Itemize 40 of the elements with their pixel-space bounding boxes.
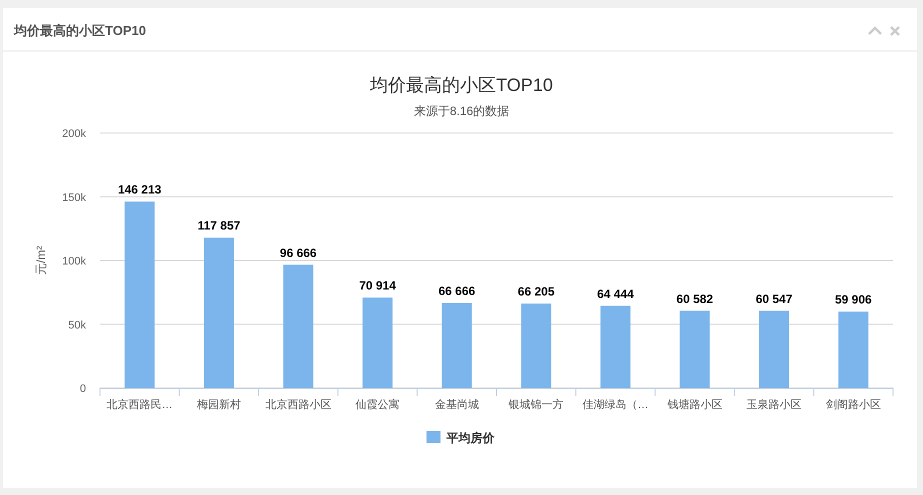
x-tick-label: 佳湖绿岛（… [582,399,648,411]
y-tick-label: 50k [68,319,86,332]
data-label: 59 906 [835,292,872,307]
data-label: 66 205 [518,284,555,299]
x-tick-label: 玉泉路小区 [746,398,802,411]
y-tick-label: 0 [80,383,86,395]
bar [680,310,710,388]
bar [521,304,552,388]
bar [600,306,630,388]
data-label: 117 857 [198,218,241,233]
bar [838,312,868,388]
bar [124,202,155,388]
x-tick-label: 北京西路民… [106,398,173,411]
x-tick-label: 剑阁路小区 [826,398,881,411]
text: 均价最高的小区TOP10 [13,23,146,38]
bar [204,238,234,388]
chart-subtitle: 来源于8.16的数据 [414,104,510,118]
bar [442,303,472,388]
x-tick-label: 银城锦一方 [508,398,564,411]
data-label: 64 444 [597,286,634,301]
data-label: 60 582 [676,292,714,306]
data-label: 146 213 [118,182,162,197]
x-tick-label: 北京西路小区 [265,398,332,411]
legend-label: 平均房价 [446,431,496,445]
data-label: 66 666 [438,284,476,298]
bar [759,310,790,388]
bar [283,264,314,388]
bar [362,298,393,388]
x-tick-label: 金基尚城 [434,398,479,411]
x-tick-label: 梅园新村 [196,398,241,411]
data-label: 96 666 [280,246,317,260]
x-tick-label: 仙霞公寓 [356,398,400,411]
data-label: 70 914 [359,278,396,293]
data-label: 60 547 [756,292,793,306]
y-tick-label: 200k [62,128,86,140]
chart-title: 均价最高的小区TOP10 [369,75,553,95]
y-axis-title: 元/m² [34,246,48,276]
y-tick-label: 150k [62,192,86,204]
x-tick-label: 钱塘路小区 [666,398,722,411]
y-tick-label: 100k [62,256,86,268]
